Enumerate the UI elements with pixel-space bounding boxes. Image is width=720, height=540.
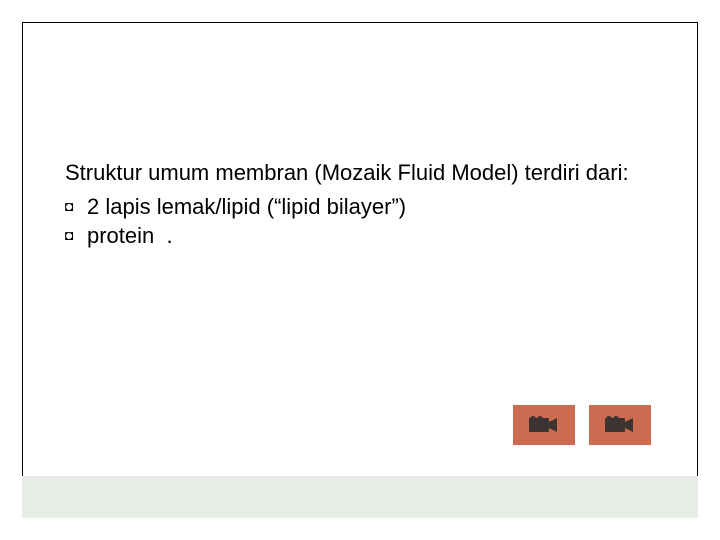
bullet-list: ◘ 2 lapis lemak/lipid (“lipid bilayer”) … <box>65 192 637 251</box>
bullet-marker: ◘ <box>65 192 87 220</box>
intro-paragraph: Struktur umum membran (Mozaik Fluid Mode… <box>65 159 637 188</box>
nav-button-group <box>513 405 651 445</box>
bullet-text: 2 lapis lemak/lipid (“lipid bilayer”) <box>87 192 637 222</box>
bullet-text: protein . <box>87 221 637 251</box>
list-item: ◘ 2 lapis lemak/lipid (“lipid bilayer”) <box>65 192 637 222</box>
bottom-decorative-band <box>22 476 698 518</box>
list-item: ◘ protein . <box>65 221 637 251</box>
video-camera-icon <box>605 416 635 434</box>
prev-video-button[interactable] <box>513 405 575 445</box>
slide-frame: Struktur umum membran (Mozaik Fluid Mode… <box>22 22 698 518</box>
video-camera-icon <box>529 416 559 434</box>
bullet-marker: ◘ <box>65 221 87 249</box>
slide-content: Struktur umum membran (Mozaik Fluid Mode… <box>65 159 637 251</box>
next-video-button[interactable] <box>589 405 651 445</box>
